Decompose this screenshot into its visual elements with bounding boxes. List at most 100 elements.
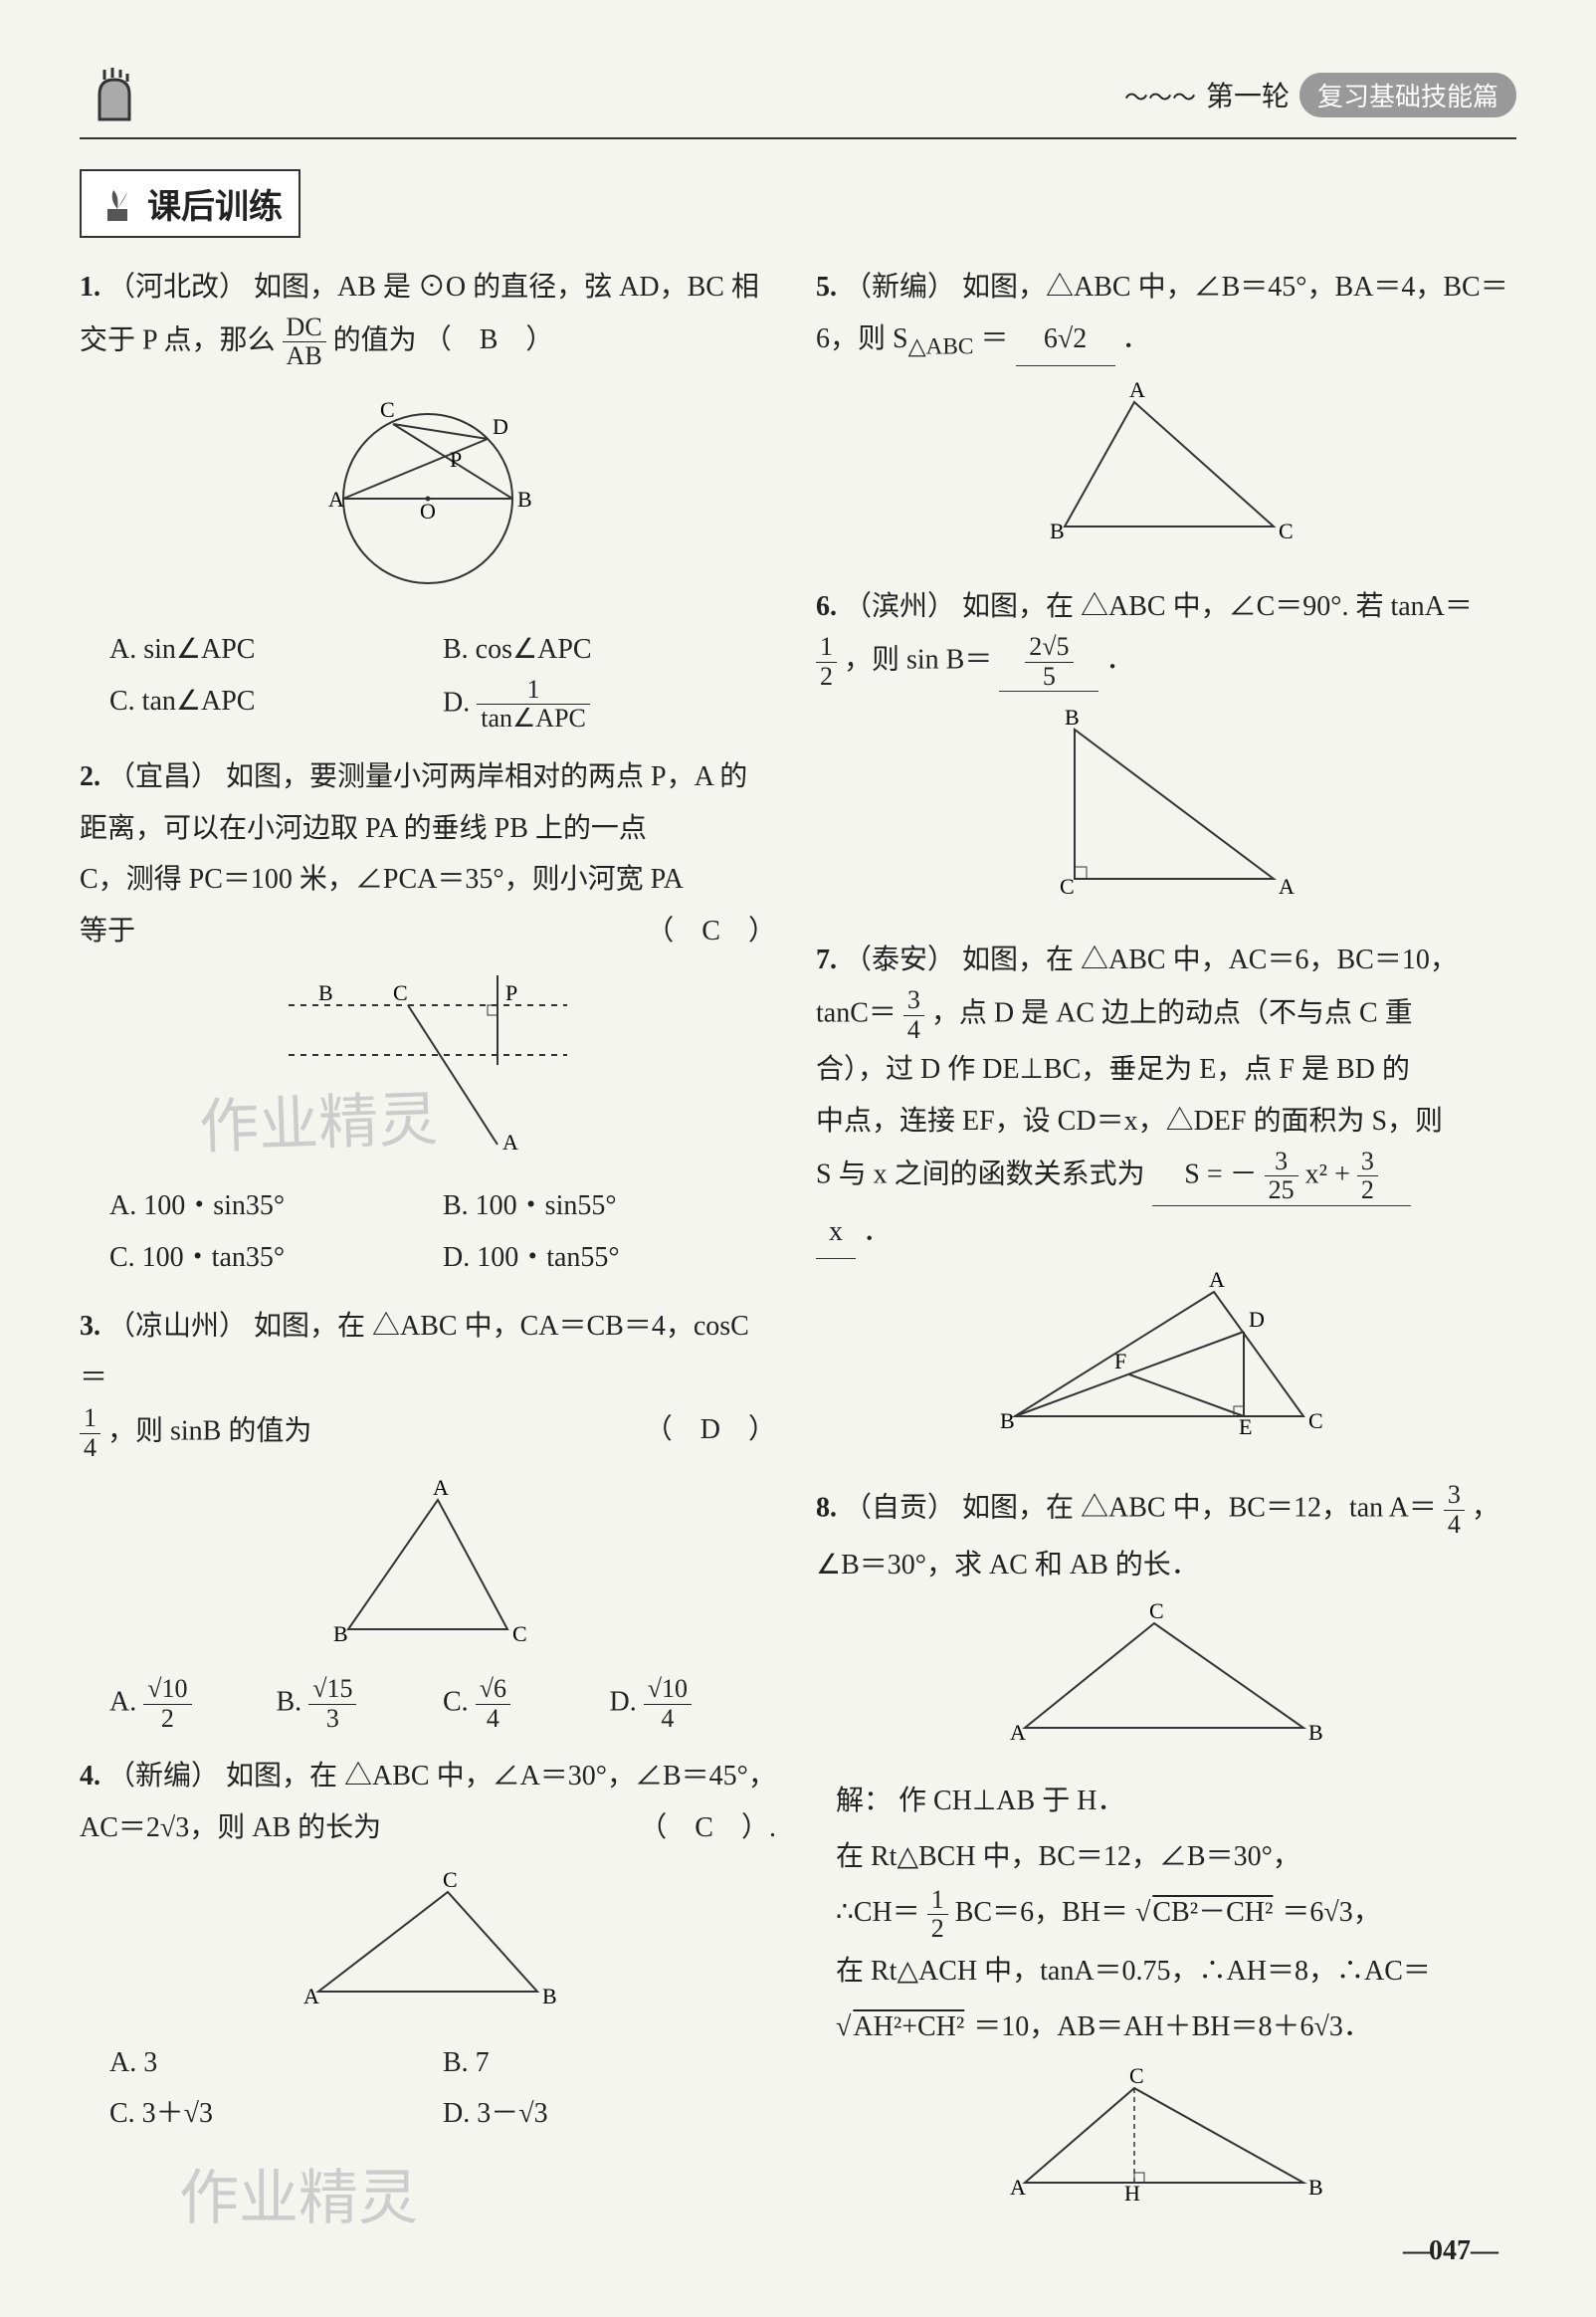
page-number: —047— — [1403, 2235, 1496, 2267]
q1-optB: B. cos∠APC — [443, 624, 776, 676]
q8-sol4: 在 Rt△ACH 中，tanA＝0.75，∴AH＝8，∴AC＝ — [836, 1956, 1431, 1987]
right-column: 5. （新编） 如图，△ABC 中，∠B＝45°，BA＝4，BC＝ 6，则 S△… — [816, 262, 1512, 2238]
q6-ans-top: 2√5 — [1025, 633, 1073, 663]
svg-text:A: A — [328, 487, 344, 512]
q1-frac: DC AB — [283, 314, 326, 371]
q4-num: 4. — [80, 1761, 100, 1791]
q8-sol1: 作 CH⊥AB 于 H． — [898, 1786, 1124, 1816]
q4-optC: C. 3＋√3 — [109, 2088, 443, 2140]
q8-num: 8. — [816, 1493, 837, 1524]
q3-options: A. √102 B. √153 C. √64 D. √104 — [109, 1675, 776, 1733]
q8-text-c: ∠B＝30°，求 AC 和 AB 的长． — [816, 1550, 1199, 1580]
q8-ta-top: 3 — [1444, 1481, 1465, 1511]
plant-icon — [98, 184, 137, 224]
q8-text-a: 如图，在 △ABC 中，BC＝12，tan A＝ — [962, 1493, 1437, 1524]
q3-optA: A. √102 — [109, 1675, 277, 1733]
q5-text-c: ＝ — [981, 323, 1009, 354]
question-6: 6. （滨州） 如图，在 △ABC 中，∠C＝90°. 若 tanA＝ 12 ，… — [816, 581, 1512, 917]
q8-sol-label: 解： — [836, 1786, 892, 1816]
question-7: 7. （泰安） 如图，在 △ABC 中，AC＝6，BC＝10， tanC＝ 34… — [816, 935, 1512, 1463]
section-title-box: 课后训练 — [80, 169, 300, 238]
q8-text-b: ， — [1472, 1493, 1499, 1524]
q8-sol5-sqrt: AH²+CH² — [851, 2011, 966, 2042]
q8-sol3b: BC＝6，BH＝ — [955, 1897, 1128, 1928]
q7-text-c: ，点 D 是 AC 边上的动点（不与点 C 重 — [931, 997, 1413, 1028]
round-label: 第一轮 — [1206, 75, 1290, 114]
q4-text-b: AC＝2√3，则 AB 的长为 — [80, 1812, 381, 1843]
q3-answer-paren: （ D ） — [645, 1404, 776, 1456]
svg-text:B: B — [1308, 2175, 1323, 2200]
q7-tc-bot: 4 — [903, 1016, 924, 1045]
svg-text:B: B — [1050, 519, 1065, 543]
question-8: 8. （自贡） 如图，在 △ABC 中，BC＝12，tan A＝ 34 ， ∠B… — [816, 1481, 1512, 2219]
q7-ans-mid: x² + — [1305, 1158, 1350, 1189]
q7-text-f: S 与 x 之间的函数关系式为 — [816, 1158, 1145, 1189]
question-4: 4. （新编） 如图，在 △ABC 中，∠A＝30°，∠B＝45°， AC＝2√… — [80, 1751, 776, 2140]
svg-text:B: B — [1065, 705, 1080, 730]
q1-num: 1. — [80, 272, 100, 303]
q5-figure: A B C — [816, 377, 1512, 564]
q8-sol3a: ∴CH＝ — [836, 1897, 920, 1928]
q8-figure-2: C A B H — [816, 2063, 1512, 2220]
svg-text:P: P — [450, 447, 462, 472]
q3-frac-bot: 4 — [80, 1434, 100, 1463]
q7-num: 7. — [816, 945, 837, 975]
q8-solution: 解： 作 CH⊥AB 于 H． 在 Rt△BCH 中，BC＝12，∠B＝30°，… — [836, 1774, 1512, 2055]
q3-text-b: ，则 sinB 的值为 — [107, 1415, 311, 1446]
q4-answer: C — [695, 1812, 713, 1843]
q5-text-a: 如图，△ABC 中，∠B＝45°，BA＝4，BC＝ — [962, 272, 1508, 303]
q3-figure: A B C — [80, 1470, 776, 1667]
q1-optD-bot: tan∠APC — [477, 705, 590, 734]
q7-text-e: 中点，连接 EF，设 CD＝x，△DEF 的面积为 S，则 — [816, 1106, 1443, 1137]
svg-text:B: B — [1000, 1408, 1015, 1433]
q5-answer-blank: 6√2 — [1016, 314, 1115, 366]
q2-optA: A. 100・sin35° — [109, 1180, 443, 1232]
svg-text:A: A — [433, 1475, 449, 1500]
question-1: 1. （河北改） 如图，AB 是 ⊙O 的直径，弦 AD，BC 相 交于 P 点… — [80, 262, 776, 734]
q2-options: A. 100・sin35° B. 100・sin55° C. 100・tan35… — [109, 1180, 776, 1284]
q2-text-b: 距离，可以在小河边取 PA 的垂线 PB 上的一点 — [80, 813, 647, 844]
q1-optC: C. tan∠APC — [109, 676, 443, 734]
q3-optC: C. √64 — [443, 1675, 610, 1733]
q1-text-a: 如图，AB 是 ⊙O 的直径，弦 AD，BC 相 — [254, 272, 759, 303]
q4-text-a: 如图，在 △ABC 中，∠A＝30°，∠B＝45°， — [226, 1761, 776, 1791]
svg-text:D: D — [493, 414, 508, 439]
q5-num: 5. — [816, 272, 837, 303]
svg-text:B: B — [318, 980, 333, 1005]
q8-ta-bot: 4 — [1444, 1511, 1465, 1540]
q1-optD-pre: D. — [443, 687, 477, 718]
q3-frac-top: 1 — [80, 1404, 100, 1434]
band-label: 复习基础技能篇 — [1299, 73, 1516, 117]
q1-answer-paren: （ B ） — [424, 315, 554, 366]
q7-answer-blank: S = － 325 x² + 32 — [1152, 1148, 1411, 1206]
q3-optB: B. √153 — [277, 1675, 444, 1733]
q2-answer-paren: （ C ） — [646, 906, 776, 957]
q1-figure: A B C D O P — [80, 379, 776, 616]
q4-answer-paren: （ C ）. — [639, 1802, 776, 1854]
q8-sol3-sqrt: CB²－CH² — [1150, 1897, 1275, 1928]
svg-text:C: C — [1060, 874, 1075, 899]
svg-text:H: H — [1124, 2181, 1140, 2203]
svg-text:A: A — [1010, 1720, 1026, 1745]
q8-sol3c: ＝6√3， — [1282, 1897, 1380, 1928]
q3-src: （凉山州） — [107, 1311, 247, 1342]
q6-text-b: ，则 sin B＝ — [844, 645, 992, 676]
q2-text-a: 如图，要测量小河两岸相对的两点 P，A 的 — [226, 761, 747, 792]
q7-text-b: tanC＝ — [816, 997, 897, 1028]
q8-src: （自贡） — [844, 1493, 955, 1524]
q5-text-b: 6，则 S — [816, 323, 908, 354]
q2-text-c: C，测得 PC＝100 米，∠PCA＝35°，则小河宽 PA — [80, 864, 684, 895]
svg-text:C: C — [1308, 1408, 1323, 1433]
svg-text:P: P — [505, 980, 517, 1005]
q6-text-a: 如图，在 △ABC 中，∠C＝90°. 若 tanA＝ — [962, 591, 1473, 622]
q4-options: A. 3 B. 7 C. 3＋√3 D. 3－√3 — [109, 2037, 776, 2141]
q3-answer: D — [700, 1414, 720, 1445]
q1-src: （河北改） — [107, 272, 247, 303]
q4-figure: C A B — [80, 1862, 776, 2029]
q5-sub: △ABC — [908, 333, 974, 359]
q6-text-c: ． — [1105, 645, 1133, 676]
left-column: 1. （河北改） 如图，AB 是 ⊙O 的直径，弦 AD，BC 相 交于 P 点… — [80, 262, 776, 2238]
svg-text:B: B — [1308, 1720, 1323, 1745]
q6-frac-top: 1 — [816, 633, 837, 663]
svg-text:B: B — [333, 1621, 348, 1646]
